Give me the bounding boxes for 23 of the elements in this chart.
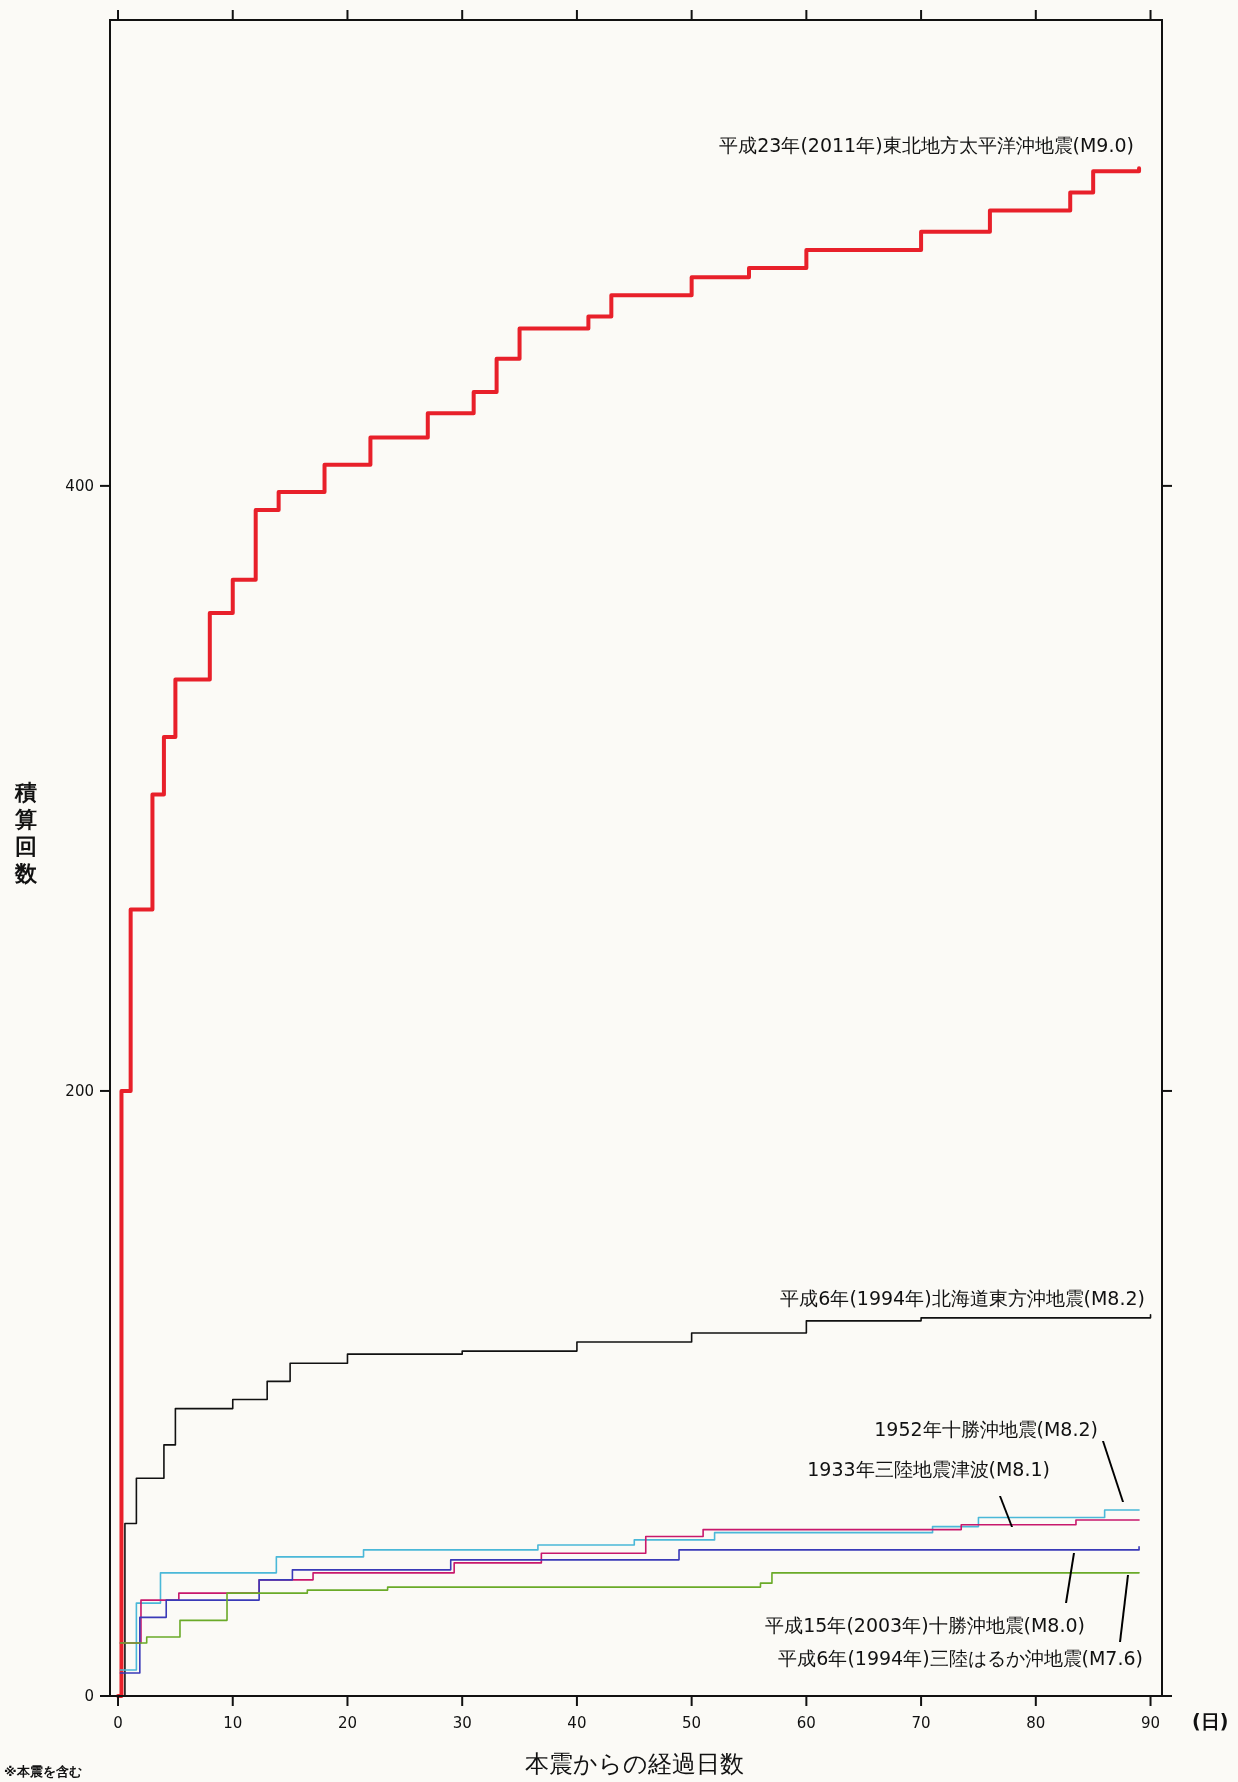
series-label: 平成6年(1994年)北海道東方沖地震(M8.2) — [780, 1287, 1145, 1309]
text: ※本震を含む — [4, 1764, 82, 1779]
x-tick-label: 70 — [911, 1714, 931, 1732]
y-tick-label: 200 — [65, 1081, 94, 1100]
x-tick-label: 40 — [567, 1714, 587, 1732]
text: (日) — [1192, 1710, 1229, 1732]
x-axis-title: 本震からの経過日数 — [524, 1750, 744, 1778]
y-axis-title: 積算回数 — [14, 780, 38, 886]
x-tick-label: 90 — [1140, 1714, 1161, 1732]
y-tick-label: 0 — [84, 1687, 94, 1705]
x-tick-label: 30 — [452, 1714, 472, 1732]
x-tick-label: 60 — [796, 1714, 816, 1732]
x-tick-label: 20 — [337, 1714, 358, 1732]
x-tick-label: 10 — [223, 1714, 243, 1732]
x-tick-label: 80 — [1026, 1714, 1046, 1732]
x-tick-label: 50 — [682, 1714, 702, 1732]
text: 1933年三陸地震津波(M8.1) — [807, 1458, 1050, 1480]
x-tick-label: 0 — [113, 1714, 123, 1732]
text: 平成15年(2003年)十勝沖地震(M8.0) — [765, 1614, 1085, 1636]
text: 1952年十勝沖地震(M8.2) — [874, 1418, 1098, 1440]
series-label: 平成23年(2011年)東北地方太平洋沖地震(M9.0) — [719, 134, 1134, 156]
text: 平成6年(1994年)三陸はるか沖地震(M7.6) — [778, 1647, 1143, 1669]
y-tick-label: 400 — [65, 476, 94, 495]
